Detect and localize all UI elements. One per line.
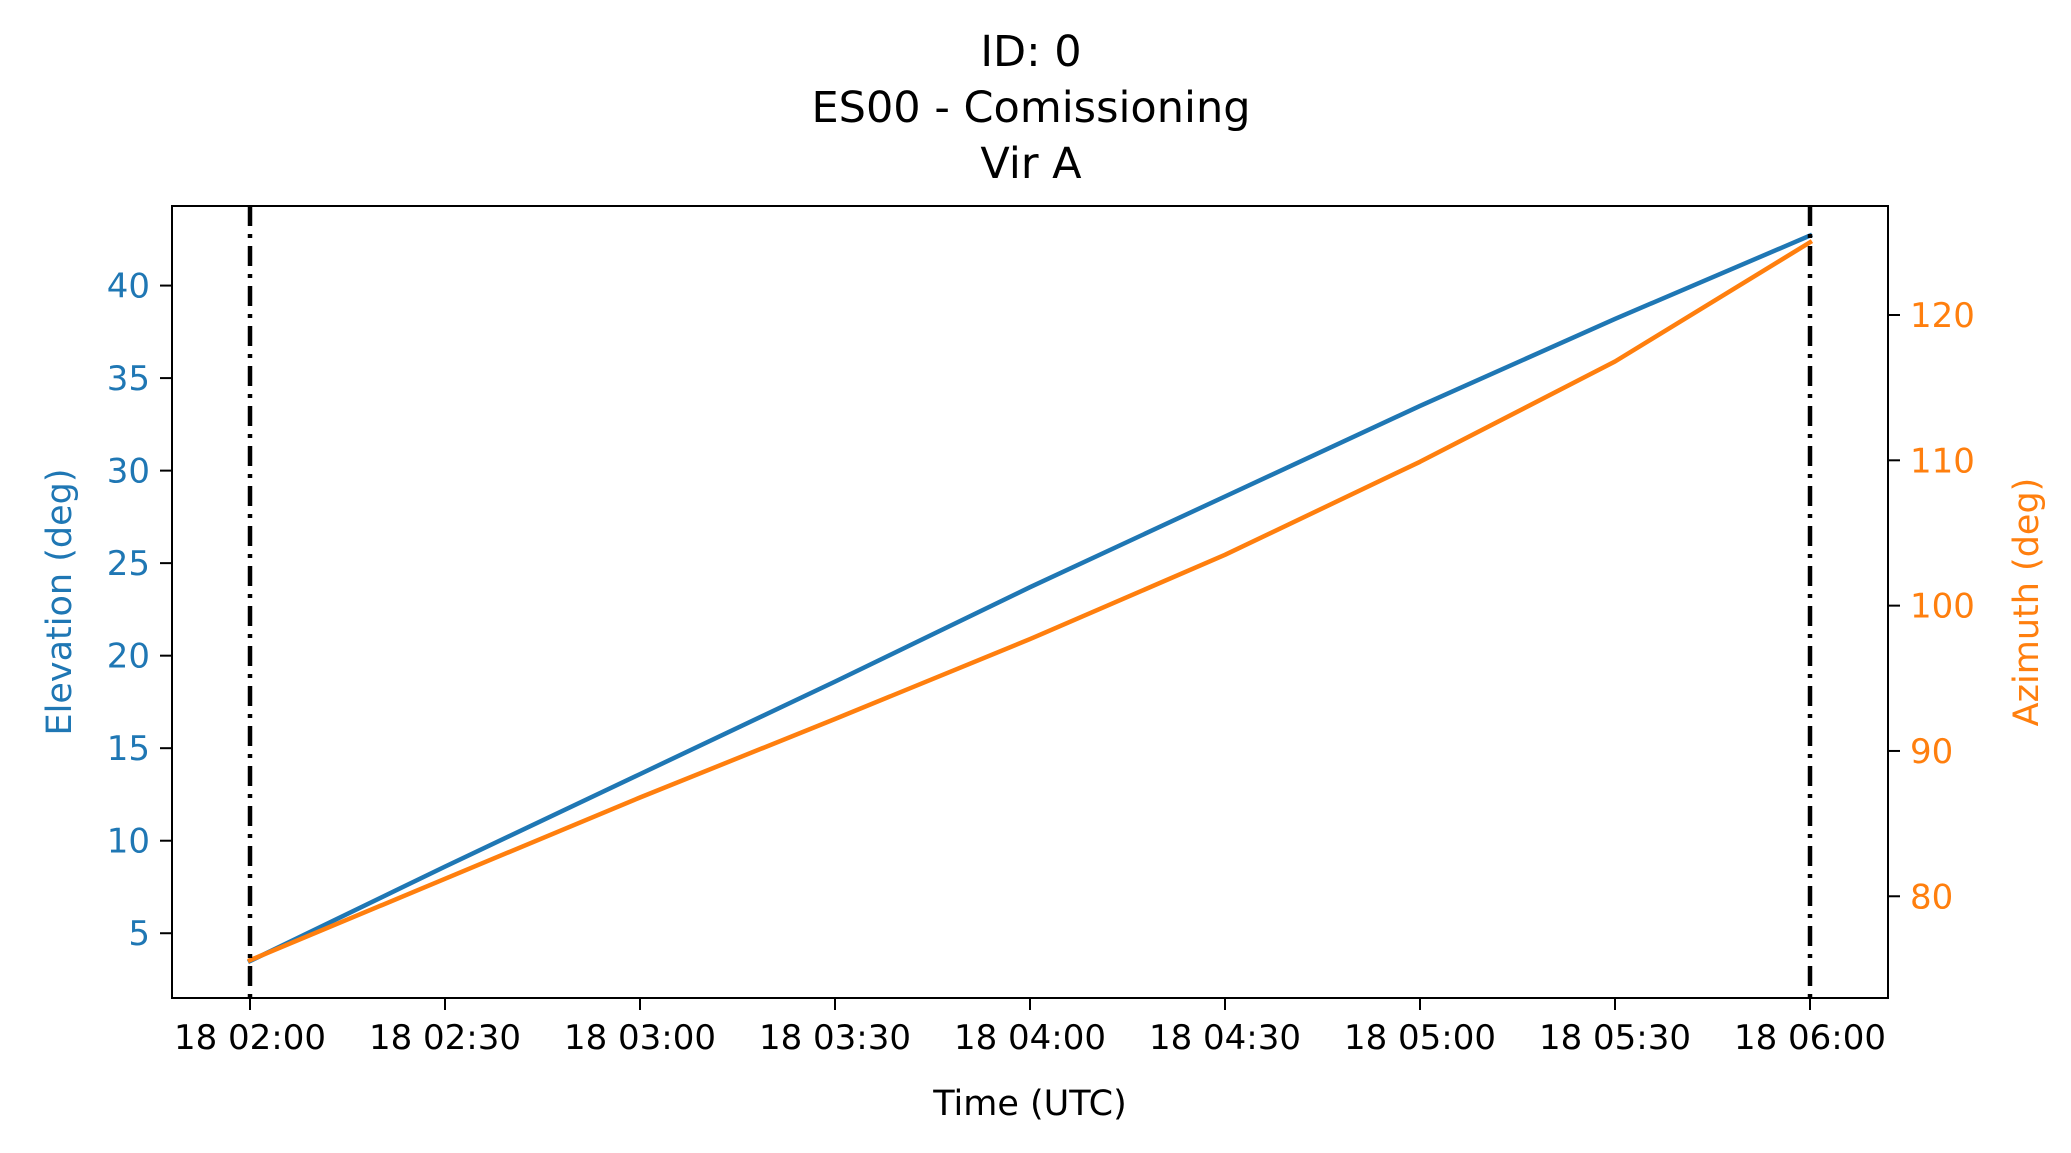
x-axis-label: Time (UTC) bbox=[932, 1084, 1126, 1124]
right-y-tick-label: 90 bbox=[1910, 732, 1953, 772]
right-y-tick-label: 100 bbox=[1910, 587, 1975, 627]
left-y-tick-label: 30 bbox=[107, 452, 150, 492]
right-y-tick-label: 80 bbox=[1910, 877, 1953, 917]
right-y-axis-label: Azimuth (deg) bbox=[2007, 478, 2047, 727]
left-y-axis-ticks: 5 10 15 20 25 30 35 40 bbox=[107, 267, 172, 954]
left-y-tick-label: 15 bbox=[107, 729, 150, 769]
title-line-id: ID: 0 bbox=[980, 27, 1081, 77]
x-tick-label: 18 03:30 bbox=[759, 1018, 911, 1058]
x-tick-label: 18 06:00 bbox=[1734, 1018, 1886, 1058]
left-y-tick-label: 25 bbox=[107, 544, 150, 584]
right-y-tick-label: 120 bbox=[1910, 296, 1975, 336]
series-layer bbox=[246, 232, 1814, 965]
left-y-axis-label: Elevation (deg) bbox=[40, 469, 80, 736]
plot-frame bbox=[171, 205, 1889, 999]
elevation-series-line bbox=[246, 232, 1813, 965]
title-line-source: Vir A bbox=[980, 139, 1082, 189]
left-y-tick-label: 40 bbox=[107, 267, 150, 307]
chart-title: ID: 0 ES00 - Comissioning Vir A bbox=[811, 27, 1250, 189]
right-y-axis-ticks: 80 90 100 110 120 bbox=[1888, 296, 1975, 917]
x-tick-label: 18 04:00 bbox=[954, 1018, 1106, 1058]
left-y-tick-label: 10 bbox=[107, 822, 150, 862]
vertical-markers bbox=[247, 206, 1813, 998]
azimuth-series-line bbox=[247, 239, 1814, 964]
left-y-tick-label: 20 bbox=[107, 637, 150, 677]
left-y-tick-label: 35 bbox=[107, 359, 150, 399]
x-tick-label: 18 05:00 bbox=[1344, 1018, 1496, 1058]
x-tick-label: 18 05:30 bbox=[1539, 1018, 1691, 1058]
x-axis-ticks: 18 02:00 18 02:30 18 03:00 18 03:30 18 04:00… bbox=[174, 998, 1886, 1058]
left-y-tick-label: 5 bbox=[128, 914, 150, 954]
x-tick-label: 18 02:00 bbox=[174, 1018, 326, 1058]
right-y-tick-label: 110 bbox=[1910, 441, 1975, 481]
x-tick-label: 18 02:30 bbox=[369, 1018, 521, 1058]
x-tick-label: 18 03:00 bbox=[564, 1018, 716, 1058]
x-tick-label: 18 04:30 bbox=[1149, 1018, 1301, 1058]
title-line-program: ES00 - Comissioning bbox=[811, 83, 1250, 133]
